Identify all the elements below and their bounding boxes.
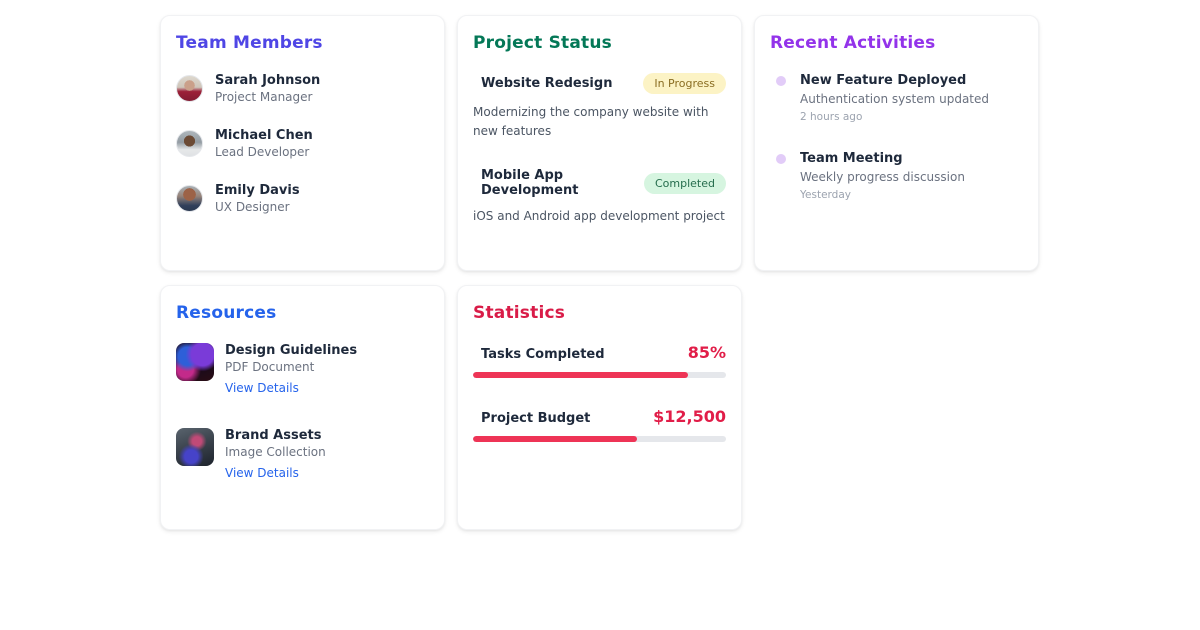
activity-description: Weekly progress discussion	[800, 170, 965, 184]
resource-subtitle: Image Collection	[225, 444, 326, 459]
view-details-link[interactable]: View Details	[225, 465, 299, 480]
activity-timestamp: Yesterday	[800, 189, 851, 201]
member-name: Sarah Johnson	[215, 73, 321, 88]
resource-subtitle: PDF Document	[225, 359, 315, 374]
statistics-title: Statistics	[473, 302, 566, 323]
resource-title: Design Guidelines	[225, 342, 358, 358]
stat-tasks-completed: Tasks Completed 85%	[473, 343, 726, 378]
stat-value: 85%	[687, 342, 726, 362]
activity-title: Team Meeting	[800, 151, 903, 166]
project-description: Modernizing the company website with new…	[473, 105, 709, 138]
list-item-resource: Brand Assets Image Collection View Detai…	[176, 427, 429, 481]
member-name: Michael Chen	[215, 128, 313, 143]
project-description: iOS and Android app development project	[473, 209, 725, 224]
activity-description: Authentication system updated	[800, 92, 989, 106]
member-role: UX Designer	[215, 200, 290, 214]
member-role: Project Manager	[215, 90, 313, 104]
progress-bar-fill	[473, 371, 689, 378]
list-item-member: Michael Chen Lead Developer	[176, 128, 429, 159]
dashboard: Team Members Sarah Johnson Project Manag…	[160, 0, 1040, 530]
activity-dot-icon	[776, 76, 786, 86]
progress-bar-track	[473, 371, 726, 378]
project-name: Mobile App Development	[481, 168, 579, 199]
project-name: Website Redesign	[481, 76, 613, 91]
activity-dot-icon	[776, 154, 786, 164]
member-name: Emily Davis	[215, 183, 300, 198]
stat-project-budget: Project Budget $12,500	[473, 407, 726, 442]
member-role: Lead Developer	[215, 145, 310, 159]
recent-activities-card: Recent Activities New Feature Deployed A…	[754, 15, 1039, 271]
resources-title: Resources	[176, 302, 277, 323]
team-members-card: Team Members Sarah Johnson Project Manag…	[160, 15, 445, 271]
resources-card: Resources Design Guidelines PDF Document…	[160, 284, 445, 530]
statistics-card: Statistics Tasks Completed 85% Project B…	[457, 284, 742, 530]
progress-bar-track	[473, 435, 726, 442]
resource-thumbnail	[176, 427, 214, 466]
recent-activities-title: Recent Activities	[770, 33, 936, 53]
list-item-resource: Design Guidelines PDF Document View Deta…	[176, 342, 429, 396]
team-members-title: Team Members	[176, 33, 323, 53]
resource-thumbnail	[176, 342, 214, 381]
status-badge: Completed	[644, 172, 726, 194]
activity-timestamp: 2 hours ago	[800, 111, 863, 123]
stat-label: Tasks Completed	[481, 346, 605, 362]
list-item-project: Website Redesign In Progress Modernizing…	[473, 73, 726, 140]
status-badge: In Progress	[643, 73, 726, 94]
list-item-member: Emily Davis UX Designer	[176, 183, 429, 214]
avatar	[176, 75, 203, 102]
list-item-activity: New Feature Deployed Authentication syst…	[770, 73, 1023, 123]
progress-bar-fill	[473, 435, 638, 442]
list-item-member: Sarah Johnson Project Manager	[176, 73, 429, 104]
activity-title: New Feature Deployed	[800, 73, 967, 88]
resource-title: Brand Assets	[225, 427, 322, 443]
view-details-link[interactable]: View Details	[225, 380, 299, 395]
avatar	[176, 130, 203, 157]
project-status-card: Project Status Website Redesign In Progr…	[457, 15, 742, 271]
list-item-activity: Team Meeting Weekly progress discussion …	[770, 151, 1023, 201]
stat-label: Project Budget	[481, 410, 591, 426]
stat-value: $12,500	[653, 406, 726, 426]
list-item-project: Mobile App Development Completed iOS and…	[473, 168, 726, 226]
avatar	[176, 185, 203, 212]
project-status-title: Project Status	[473, 33, 612, 53]
